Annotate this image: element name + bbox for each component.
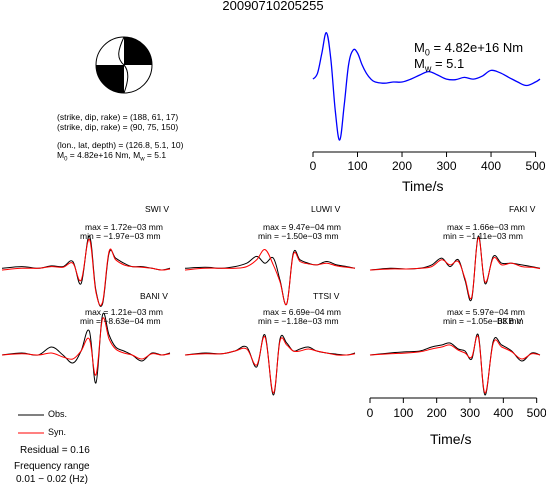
syn-trace xyxy=(369,335,541,394)
station-label: SWI V xyxy=(145,204,170,214)
stf-tick-label: 300 xyxy=(437,159,457,173)
obs-trace xyxy=(369,333,541,396)
waveform-panels xyxy=(1,235,541,396)
amp-min: min = −1.11e−03 mm xyxy=(443,231,523,241)
stf-m0-label: M0 = 4.82e+16 Nm xyxy=(414,40,524,58)
syn-trace xyxy=(369,237,541,300)
amp-max: max = 1.66e−03 mm xyxy=(447,222,525,232)
amp-max: max = 5.97e−04 mm xyxy=(447,307,525,317)
stf-tick-label: 0 xyxy=(310,159,317,173)
stf-mw-label: Mw = 5.1 xyxy=(414,56,465,74)
moment-info: M0 = 4.82e+16 Nm, Mw = 5.1 xyxy=(57,150,167,163)
obs-trace xyxy=(369,235,541,302)
wave-tick-label: 500 xyxy=(527,406,546,420)
amp-min: min = −1.50e−03 mm xyxy=(258,231,339,241)
legend-obs-label: Obs. xyxy=(48,409,68,419)
syn-trace xyxy=(184,249,356,306)
nodal-plane-2: (strike, dip, rake) = (90, 75, 150) xyxy=(57,122,179,132)
wave-tick-label: 0 xyxy=(367,406,374,420)
amp-min: min = −1.05e−03 mm xyxy=(443,316,524,326)
freq-range-value: 0.01 − 0.02 (Hz) xyxy=(16,474,88,485)
stf-tick-label: 400 xyxy=(481,159,501,173)
hypocenter-info: (lon., lat, depth) = (126.8, 5.1, 10) xyxy=(57,140,184,150)
amp-min: min = −1.18e−03 mm xyxy=(258,316,339,326)
station-label: BANI V xyxy=(140,291,168,301)
stf-plot: 0 100 200 300 400 500 xyxy=(310,32,546,173)
stf-tick-label: 500 xyxy=(526,159,546,173)
nodal-plane-1: (strike, dip, rake) = (188, 61, 17) xyxy=(57,112,179,122)
station-label: BKB V xyxy=(497,316,523,326)
amp-max: max = 1.72e−03 mm xyxy=(85,222,163,232)
legend xyxy=(18,414,44,434)
legend-syn-label: Syn. xyxy=(48,427,67,437)
freq-range-label: Frequency range xyxy=(14,461,90,472)
wave-tick-label: 400 xyxy=(493,406,513,420)
station-label: TTSI V xyxy=(313,291,340,301)
syn-trace xyxy=(1,317,171,376)
amp-max: max = 6.69e−04 mm xyxy=(263,307,341,317)
amp-max: max = 1.21e−03 mm xyxy=(85,307,163,317)
syn-trace xyxy=(184,336,356,394)
stf-tick-label: 200 xyxy=(392,159,412,173)
amp-min: min = −1.97e−03 mm xyxy=(80,231,161,241)
beachball-icon xyxy=(95,36,153,94)
stf-xlabel: Time/s xyxy=(402,178,444,194)
waveform-time-axis: 0 100 200 300 400 500 xyxy=(367,397,546,420)
syn-trace xyxy=(1,238,171,306)
stf-tick-label: 100 xyxy=(347,159,367,173)
wave-xlabel: Time/s xyxy=(430,431,472,447)
wave-tick-label: 300 xyxy=(460,406,480,420)
wave-tick-label: 200 xyxy=(427,406,447,420)
residual-label: Residual = 0.16 xyxy=(20,445,90,456)
wave-tick-label: 100 xyxy=(393,406,413,420)
stf-series-line xyxy=(312,32,541,141)
amp-min: min = −8.63e−04 mm xyxy=(80,316,161,326)
station-label: FAKI V xyxy=(509,204,536,214)
obs-trace xyxy=(184,334,356,396)
amp-max: max = 9.47e−04 mm xyxy=(263,222,341,232)
station-label: LUWI V xyxy=(311,204,341,214)
event-title: 20090710205255 xyxy=(222,0,324,13)
